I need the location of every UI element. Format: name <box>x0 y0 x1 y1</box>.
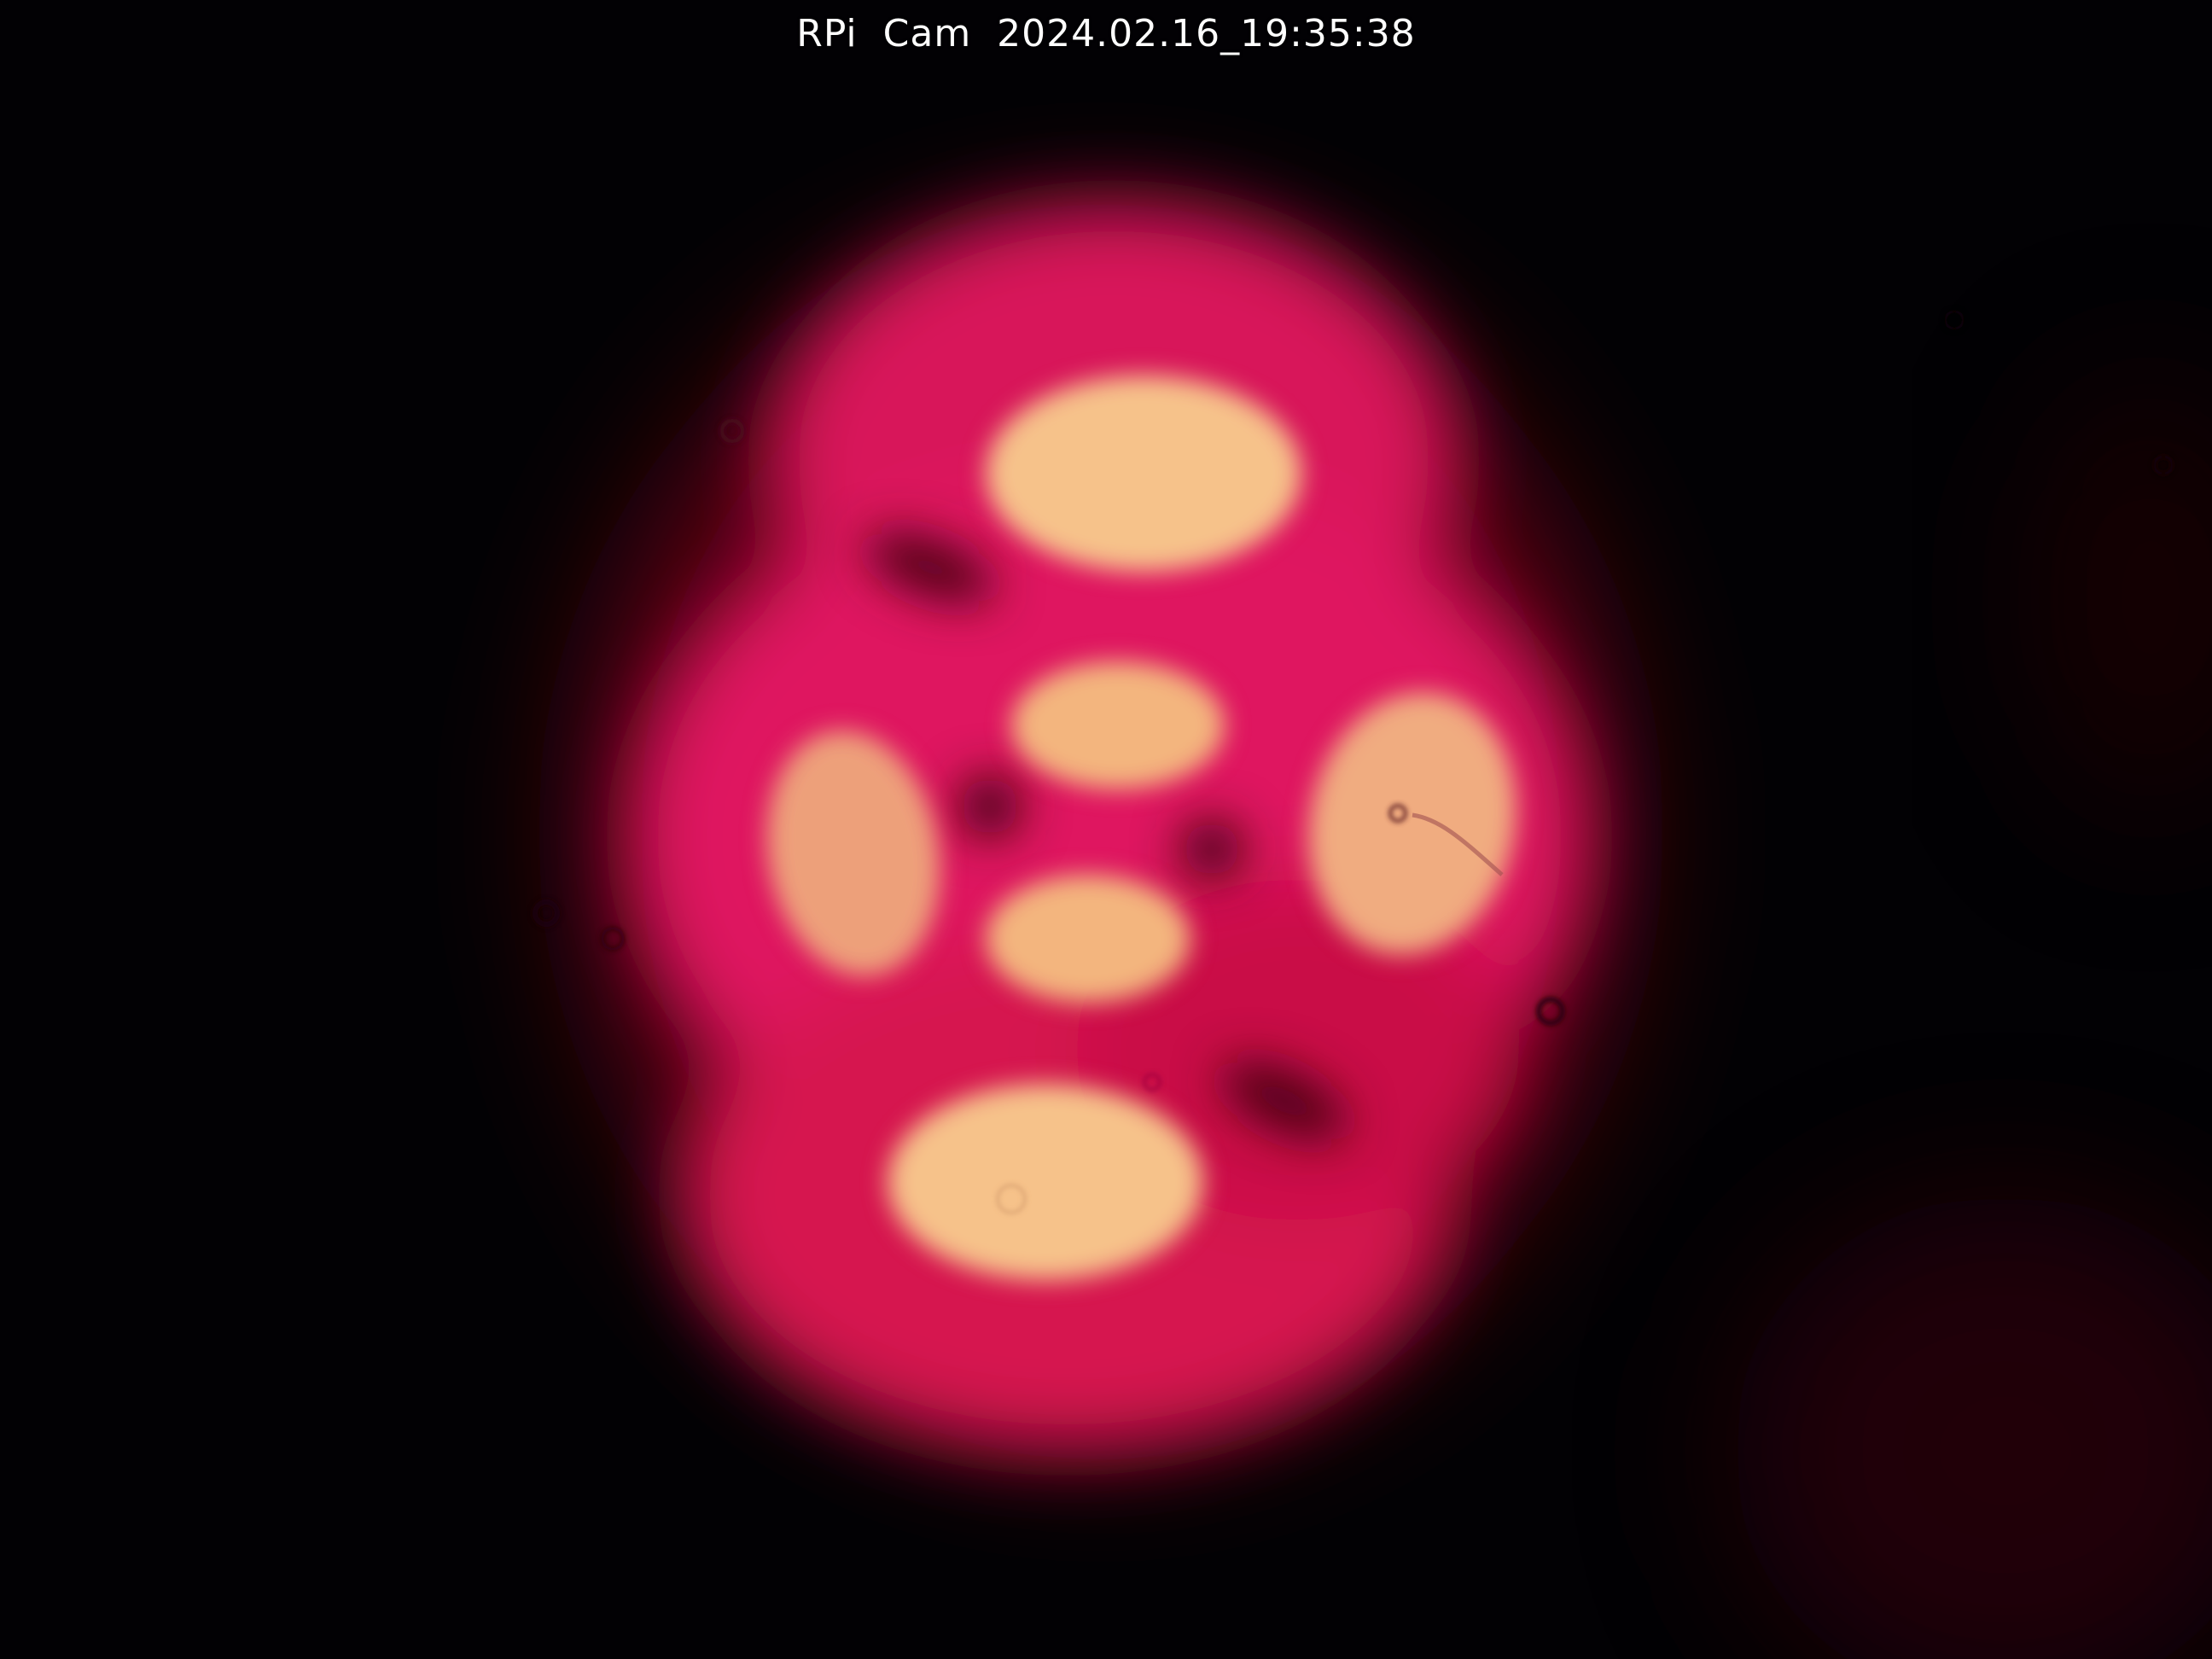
edge-glow <box>2031 375 2212 819</box>
hot-spots <box>766 375 1516 1280</box>
camera-timestamp-overlay: RPi Cam 2024.02.16_19:35:38 <box>796 12 1416 55</box>
beam-body <box>632 205 1587 1451</box>
dark-nodes <box>865 533 1348 1140</box>
corner-glow <box>1732 1195 2212 1659</box>
dust-specks <box>533 310 2174 1214</box>
fringe-streak <box>1412 812 1504 876</box>
